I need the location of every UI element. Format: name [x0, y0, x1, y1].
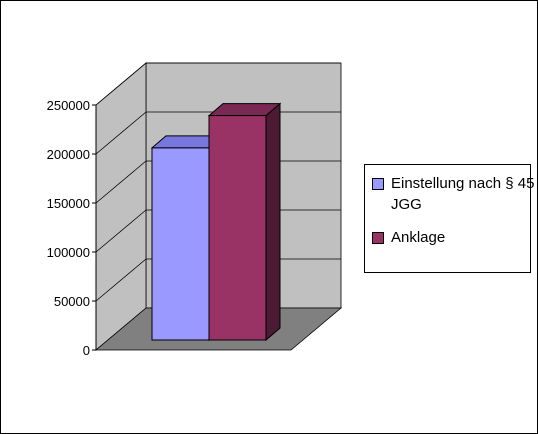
- bar-side-1: [265, 102, 281, 342]
- legend-swatch-einstellung: [372, 178, 384, 190]
- y-tick-label: 150000: [47, 196, 90, 211]
- side-wall: [95, 62, 147, 351]
- y-tick-label: 100000: [47, 245, 90, 260]
- y-tick-label: 250000: [47, 98, 90, 113]
- bar-front-1: [208, 115, 267, 341]
- legend-label-einstellung: Einstellung nach § 45 JGG: [391, 175, 535, 213]
- bar-front-0: [151, 147, 210, 341]
- legend-swatch-anklage: [372, 232, 384, 244]
- legend-label-anklage: Anklage: [391, 229, 446, 246]
- gridline-side: [95, 62, 147, 106]
- gridline-side: [95, 258, 147, 302]
- y-tick-label: 200000: [47, 147, 90, 162]
- gridline-side: [95, 209, 147, 253]
- y-tick-label: 50000: [54, 294, 90, 309]
- y-tick-label: 0: [83, 343, 90, 358]
- chart-legend: Einstellung nach § 45 JGG Anklage: [364, 164, 534, 273]
- gridline-side: [95, 160, 147, 204]
- gridline-side: [95, 111, 147, 155]
